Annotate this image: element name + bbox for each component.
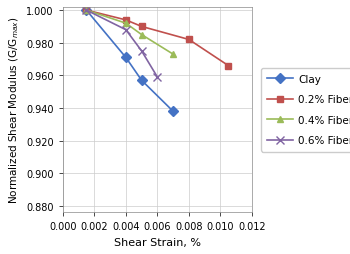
Line: 0.4% Fiber: 0.4% Fiber [83,8,177,58]
0.6% Fiber [124,29,128,32]
Y-axis label: Normalized Shear Modulus (G/G$_{max}$): Normalized Shear Modulus (G/G$_{max}$) [7,17,21,203]
Clay [140,80,144,83]
Line: 0.6% Fiber: 0.6% Fiber [82,7,162,82]
0.4% Fiber [140,34,144,37]
0.4% Fiber [84,9,89,12]
0.6% Fiber [155,76,160,79]
0.6% Fiber [84,9,89,12]
Line: 0.2% Fiber: 0.2% Fiber [83,8,232,70]
0.2% Fiber [226,65,230,68]
X-axis label: Shear Strain, %: Shear Strain, % [114,237,201,247]
0.2% Fiber [140,26,144,29]
Clay [171,110,175,113]
Clay [124,57,128,60]
0.6% Fiber [140,50,144,53]
0.4% Fiber [171,53,175,56]
0.2% Fiber [84,9,89,12]
0.2% Fiber [124,19,128,22]
Clay [84,9,89,12]
Legend: Clay, 0.2% Fiber, 0.4% Fiber, 0.6% Fiber: Clay, 0.2% Fiber, 0.4% Fiber, 0.6% Fiber [261,69,350,152]
Line: Clay: Clay [83,8,177,115]
0.2% Fiber [187,39,191,42]
0.4% Fiber [124,23,128,26]
